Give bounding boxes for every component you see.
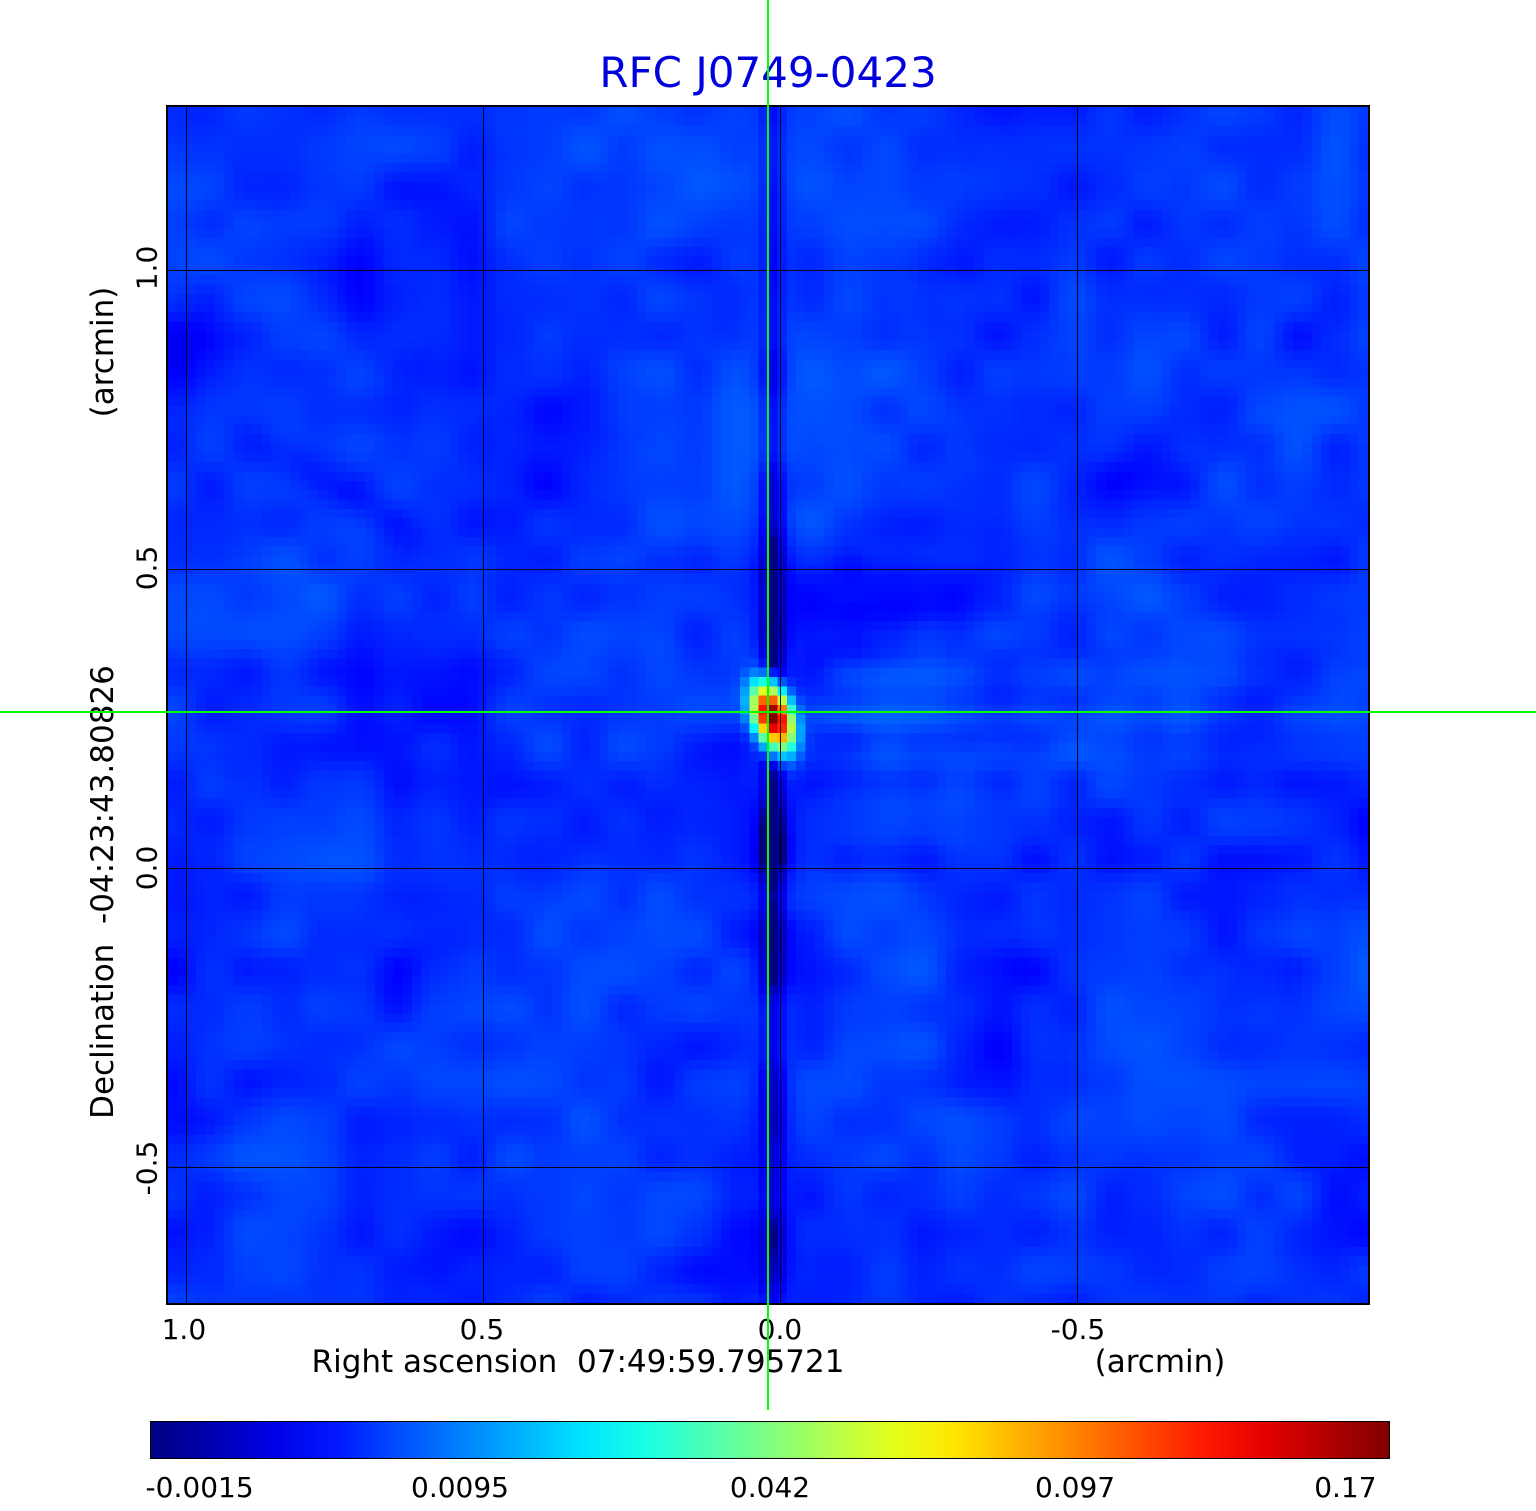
crosshair-vertical-line [767, 0, 769, 1410]
x-axis-unit-label: (arcmin) [1094, 1344, 1226, 1380]
y-axis-unit-label: (arcmin) [85, 286, 121, 418]
y-tick-label: 0.5 [130, 545, 164, 591]
grid-line-vertical [482, 107, 484, 1303]
grid-line-vertical [1076, 107, 1078, 1303]
grid-line-vertical [185, 107, 187, 1303]
y-tick-label: -0.5 [130, 1140, 164, 1196]
y-axis-label: Declination -04:23:43.80826 [85, 665, 121, 1119]
x-axis-label: Right ascension 07:49:59.795721 [311, 1344, 845, 1380]
colorbar-tick-label: -0.0015 [145, 1471, 254, 1504]
x-tick-label: 0.0 [757, 1313, 803, 1346]
x-tick-label: -0.5 [1050, 1313, 1106, 1346]
colorbar-tick-label: 0.17 [1314, 1471, 1377, 1504]
y-tick-label: 0.0 [130, 845, 164, 891]
colorbar [150, 1421, 1390, 1459]
colorbar-tick-label: 0.042 [729, 1471, 811, 1504]
x-tick-label: 1.0 [161, 1313, 207, 1346]
colorbar-tick-label: 0.0095 [411, 1471, 509, 1504]
grid-line-vertical [779, 107, 781, 1303]
x-tick-label: 0.5 [459, 1313, 505, 1346]
chart-title: RFC J0749-0423 [599, 48, 937, 97]
colorbar-tick-label: 0.097 [1034, 1471, 1116, 1504]
crosshair-horizontal-line [0, 711, 1536, 714]
y-tick-label: 1.0 [130, 245, 164, 291]
